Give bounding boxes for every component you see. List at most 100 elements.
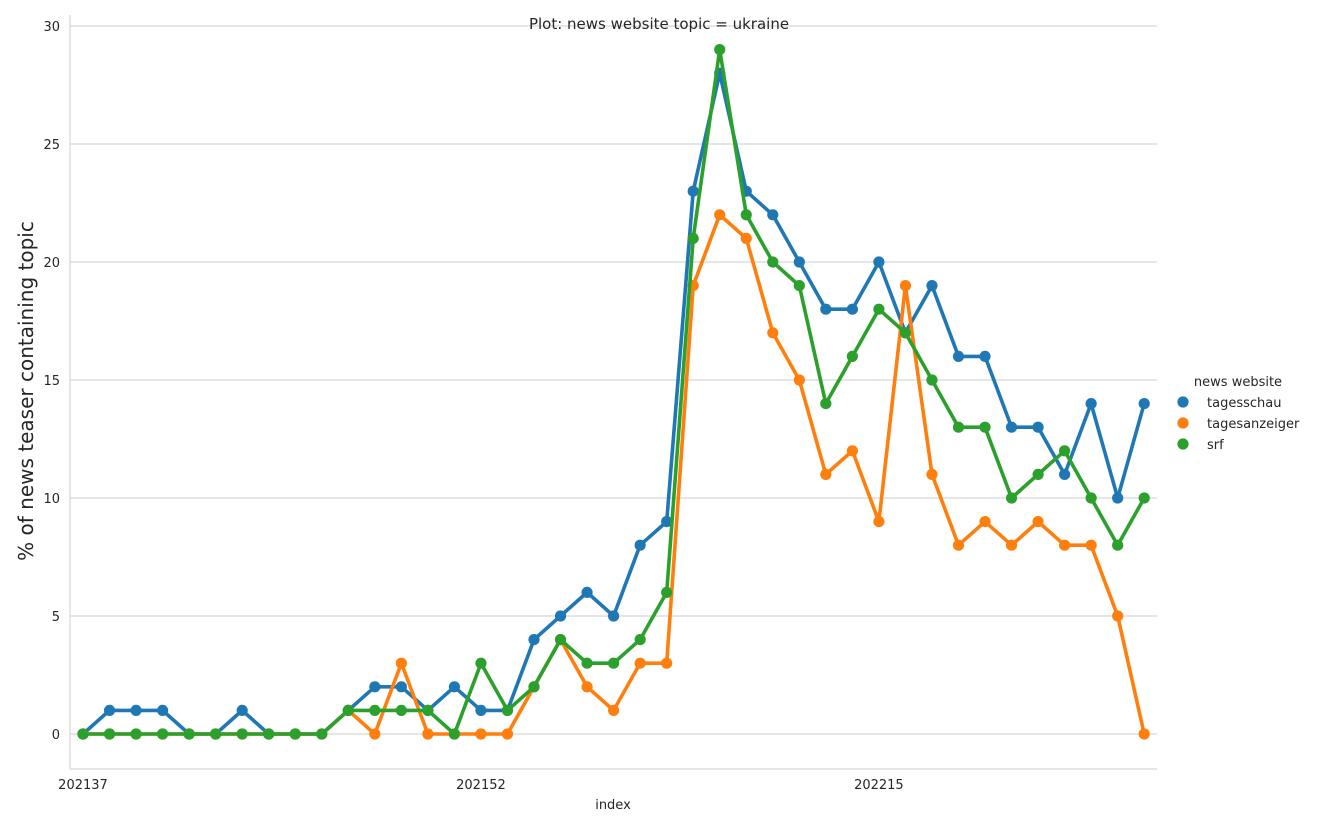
data-point-tagesschau bbox=[687, 185, 699, 197]
legend-label-tagesanzeiger: tagesanzeiger bbox=[1207, 417, 1300, 432]
data-point-tagesanzeiger bbox=[926, 468, 938, 480]
data-point-tagesschau bbox=[926, 280, 938, 292]
legend: news website tagesschau tagesanzeiger srf bbox=[1177, 375, 1300, 453]
data-point-srf bbox=[793, 280, 805, 292]
data-point-tagesanzeiger bbox=[634, 657, 646, 669]
data-point-srf bbox=[448, 728, 461, 740]
data-point-tagesschau bbox=[475, 704, 487, 717]
y-tick-label: 30 bbox=[43, 20, 60, 35]
data-point-srf bbox=[289, 728, 301, 740]
gridlines bbox=[70, 25, 1157, 735]
data-point-srf bbox=[899, 327, 912, 339]
data-point-srf bbox=[846, 350, 858, 362]
data-point-tagesschau bbox=[528, 634, 540, 646]
legend-label-srf: srf bbox=[1207, 438, 1224, 453]
legend-label-tagesschau: tagesschau bbox=[1207, 396, 1281, 411]
data-point-srf bbox=[979, 421, 991, 433]
series-tagesschau bbox=[77, 67, 1150, 740]
data-point-tagesschau bbox=[767, 209, 779, 221]
data-point-srf bbox=[740, 209, 752, 221]
data-point-tagesschau bbox=[793, 256, 805, 268]
y-tick-label: 5 bbox=[52, 610, 60, 625]
data-point-srf bbox=[183, 728, 195, 740]
series-line-srf bbox=[81, 47, 1146, 736]
data-point-tagesschau bbox=[846, 303, 858, 315]
data-point-tagesschau bbox=[661, 516, 673, 528]
data-point-srf bbox=[528, 681, 540, 693]
data-point-tagesschau bbox=[236, 704, 248, 717]
axes: 0 5 10 15 20 25 30 202137 202152 202215 bbox=[43, 15, 1157, 793]
data-point-srf bbox=[130, 728, 142, 740]
data-point-tagesschau bbox=[581, 586, 593, 599]
data-point-tagesschau bbox=[608, 610, 620, 622]
data-point-srf bbox=[1112, 539, 1124, 551]
data-point-tagesschau bbox=[873, 256, 885, 268]
data-point-tagesschau bbox=[952, 350, 965, 362]
data-point-srf bbox=[1059, 445, 1071, 457]
data-point-srf bbox=[820, 398, 832, 410]
data-point-tagesanzeiger bbox=[1032, 516, 1044, 528]
series-line-tagesanzeiger bbox=[81, 213, 1146, 736]
data-point-srf bbox=[422, 704, 434, 717]
data-point-tagesanzeiger bbox=[422, 728, 434, 740]
x-tick-label: 202152 bbox=[456, 778, 506, 793]
data-point-srf bbox=[501, 704, 514, 717]
data-point-srf bbox=[369, 704, 381, 717]
data-point-tagesanzeiger bbox=[1085, 539, 1097, 551]
x-tick-label: 202137 bbox=[58, 778, 108, 793]
y-tick-label: 10 bbox=[43, 492, 60, 507]
data-point-srf bbox=[210, 728, 222, 740]
data-point-tagesanzeiger bbox=[1005, 539, 1018, 551]
data-point-tagesschau bbox=[979, 350, 991, 362]
data-point-tagesschau bbox=[820, 303, 832, 315]
data-point-srf bbox=[395, 704, 407, 717]
legend-title: news website bbox=[1194, 375, 1282, 390]
data-point-tagesanzeiger bbox=[820, 468, 832, 480]
data-point-tagesschau bbox=[1112, 492, 1124, 504]
data-point-srf bbox=[926, 374, 938, 386]
data-point-tagesanzeiger bbox=[952, 539, 965, 551]
legend-marker-srf bbox=[1177, 438, 1189, 450]
data-point-tagesschau bbox=[1059, 468, 1071, 480]
y-axis-title: % of news teaser containing topic bbox=[14, 221, 38, 561]
y-tick-label: 25 bbox=[43, 138, 60, 153]
data-point-srf bbox=[77, 728, 89, 740]
y-tick-label: 20 bbox=[43, 256, 60, 271]
data-point-tagesschau bbox=[103, 704, 116, 717]
data-point-tagesschau bbox=[554, 610, 567, 622]
data-point-tagesschau bbox=[130, 704, 142, 717]
data-point-tagesanzeiger bbox=[740, 232, 752, 244]
data-point-tagesschau bbox=[369, 681, 381, 693]
data-point-srf bbox=[1005, 492, 1018, 504]
data-point-tagesanzeiger bbox=[793, 374, 805, 386]
data-point-srf bbox=[236, 728, 248, 740]
data-point-tagesanzeiger bbox=[581, 681, 593, 693]
data-point-tagesschau bbox=[634, 539, 646, 551]
data-point-srf bbox=[1138, 492, 1150, 504]
data-point-tagesanzeiger bbox=[1059, 539, 1071, 551]
data-point-tagesanzeiger bbox=[661, 657, 673, 669]
data-point-srf bbox=[342, 704, 354, 717]
data-point-tagesanzeiger bbox=[369, 728, 381, 740]
data-point-srf bbox=[475, 657, 487, 669]
data-point-tagesanzeiger bbox=[475, 728, 487, 740]
data-point-tagesanzeiger bbox=[501, 728, 514, 740]
data-point-tagesschau bbox=[1032, 421, 1044, 433]
data-point-tagesanzeiger bbox=[714, 209, 726, 221]
data-point-srf bbox=[952, 421, 965, 433]
data-point-tagesanzeiger bbox=[767, 327, 779, 339]
data-point-srf bbox=[554, 634, 567, 646]
data-point-tagesanzeiger bbox=[1112, 610, 1124, 622]
data-point-srf bbox=[263, 728, 275, 740]
data-point-tagesschau bbox=[1005, 421, 1018, 433]
data-point-tagesanzeiger bbox=[395, 657, 407, 669]
data-point-srf bbox=[661, 586, 673, 599]
chart-title: Plot: news website topic = ukraine bbox=[529, 15, 789, 33]
data-point-tagesanzeiger bbox=[846, 445, 858, 457]
data-point-tagesschau bbox=[1085, 398, 1097, 410]
data-point-srf bbox=[316, 728, 328, 740]
data-point-srf bbox=[1032, 468, 1044, 480]
data-point-tagesschau bbox=[1138, 398, 1150, 410]
x-axis-title: index bbox=[595, 798, 631, 813]
data-point-srf bbox=[873, 303, 885, 315]
